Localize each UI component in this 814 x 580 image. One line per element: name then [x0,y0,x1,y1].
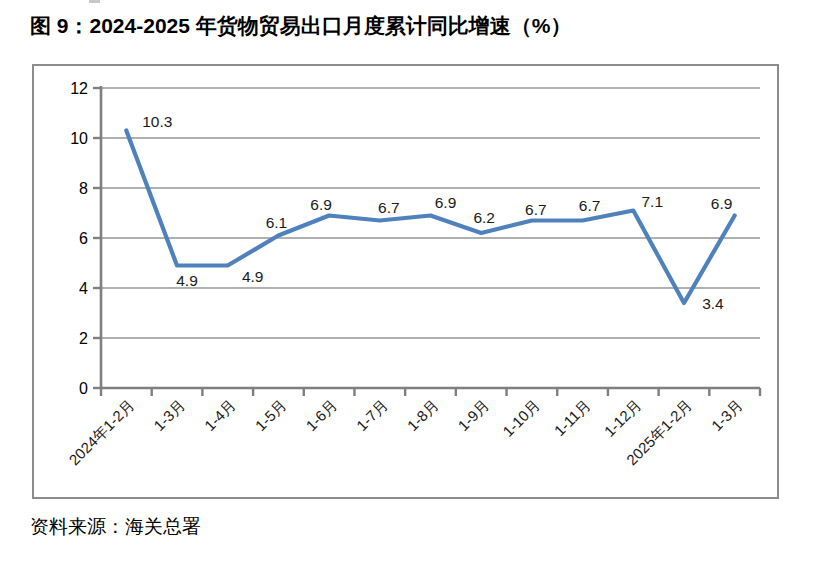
source-note: 资料来源：海关总署 [30,514,201,540]
data-point-label: 6.9 [310,196,332,213]
x-tick-label: 1-3月 [708,396,746,434]
x-tick-label: 1-5月 [252,396,290,434]
data-point-label: 6.9 [711,195,733,212]
x-tick-label: 1-3月 [150,396,188,434]
y-tick-label: 0 [79,380,88,397]
data-point-label: 10.3 [142,113,172,130]
data-point-label: 7.1 [641,193,663,210]
x-tick-label: 1-10月 [499,396,543,440]
data-point-label: 6.2 [473,209,495,226]
y-tick-label: 2 [79,330,88,347]
top-artifact-mark [89,0,100,3]
data-point-label: 3.4 [702,295,724,312]
y-tick-label: 10 [70,130,88,147]
x-tick-label: 1-11月 [551,396,594,439]
y-tick-label: 8 [79,180,88,197]
chart-frame: 0 2 4 6 8 10 12 2024年1-2月 1-3月 1-4月 1-5月 1-6月 1-7月 1-… [32,64,779,499]
figure-page: 图 9：2024-2025 年货物贸易出口月度累计同比增速（%） 0 2 4 6 8 10… [0,0,814,580]
x-tick-label: 1-9月 [454,396,492,434]
data-point-label: 4.9 [242,268,264,285]
x-tick-label: 1-8月 [404,396,442,434]
data-point-label: 4.9 [176,272,198,289]
y-tick-label: 4 [79,280,88,297]
x-tick-label: 1-7月 [353,396,391,434]
data-point-label: 6.7 [525,201,547,218]
x-tick-label: 2024年1-2月 [65,396,137,468]
x-tick-label: 1-4月 [201,396,239,434]
x-tick-label: 1-12月 [601,396,645,440]
y-tick-label: 6 [79,230,88,247]
line-chart: 0 2 4 6 8 10 12 2024年1-2月 1-3月 1-4月 1-5月 1-6月 1-7月 1-… [34,66,777,497]
data-point-label: 6.7 [579,197,601,214]
y-tick-label: 12 [70,80,88,97]
data-point-label: 6.9 [435,194,457,211]
x-tick-label: 1-6月 [302,396,340,434]
data-point-label: 6.1 [266,214,288,231]
series-line [126,131,734,304]
data-point-label: 6.7 [378,199,400,216]
figure-title: 图 9：2024-2025 年货物贸易出口月度累计同比增速（%） [30,12,571,40]
